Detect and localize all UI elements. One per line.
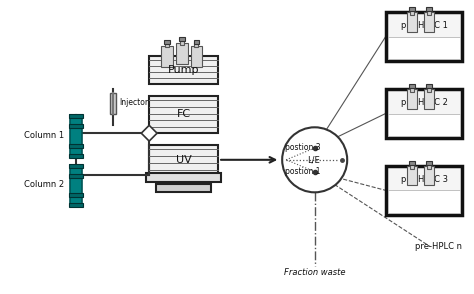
- Bar: [424, 12, 434, 32]
- Bar: [69, 114, 83, 118]
- Bar: [407, 89, 417, 108]
- Text: pre-HPLC 3: pre-HPLC 3: [401, 175, 447, 184]
- Bar: [388, 113, 461, 136]
- Text: Injector: Injector: [119, 98, 149, 107]
- Bar: [426, 84, 432, 88]
- Text: FC: FC: [177, 109, 191, 119]
- Bar: [180, 39, 183, 44]
- Bar: [410, 8, 414, 15]
- Text: postion 3: postion 3: [285, 143, 321, 153]
- Bar: [388, 190, 461, 213]
- Bar: [410, 162, 414, 169]
- Polygon shape: [141, 125, 157, 141]
- Bar: [70, 165, 82, 204]
- Bar: [165, 41, 169, 48]
- Bar: [407, 166, 417, 186]
- Bar: [149, 145, 218, 175]
- Bar: [409, 7, 415, 11]
- Bar: [407, 12, 417, 32]
- Bar: [424, 166, 434, 186]
- Bar: [69, 203, 83, 207]
- Bar: [388, 37, 461, 59]
- Bar: [149, 56, 218, 84]
- Bar: [149, 96, 218, 133]
- Bar: [69, 154, 83, 158]
- Bar: [70, 116, 82, 155]
- Bar: [161, 46, 173, 67]
- Text: postion 1: postion 1: [285, 167, 320, 176]
- Bar: [176, 43, 188, 64]
- Bar: [426, 7, 432, 11]
- Bar: [424, 89, 434, 108]
- Bar: [427, 8, 431, 15]
- Bar: [426, 161, 432, 165]
- Bar: [69, 173, 83, 178]
- Text: Fraction waste: Fraction waste: [284, 268, 346, 277]
- Bar: [69, 124, 83, 128]
- Bar: [110, 93, 116, 114]
- Bar: [410, 85, 414, 92]
- Text: L/E: L/E: [307, 155, 319, 164]
- Text: pre-HPLC n: pre-HPLC n: [415, 242, 462, 251]
- Bar: [146, 173, 221, 183]
- Bar: [386, 12, 463, 61]
- Bar: [427, 162, 431, 169]
- Bar: [409, 84, 415, 88]
- Circle shape: [282, 127, 347, 192]
- Text: pre-HPLC 2: pre-HPLC 2: [401, 98, 447, 107]
- Bar: [191, 46, 202, 67]
- Bar: [193, 40, 200, 44]
- Text: Column 2: Column 2: [24, 180, 64, 189]
- Text: pre-HPLC 1: pre-HPLC 1: [401, 21, 447, 30]
- Text: Pump: Pump: [168, 65, 200, 75]
- Bar: [427, 85, 431, 92]
- Bar: [409, 161, 415, 165]
- Bar: [69, 144, 83, 148]
- Text: UV: UV: [176, 155, 191, 165]
- Bar: [156, 184, 211, 192]
- Bar: [179, 37, 185, 41]
- Bar: [386, 166, 463, 215]
- Bar: [386, 89, 463, 138]
- Text: Column 1: Column 1: [24, 131, 64, 140]
- Bar: [164, 40, 170, 44]
- Bar: [69, 193, 83, 197]
- Bar: [69, 164, 83, 168]
- Bar: [194, 41, 199, 48]
